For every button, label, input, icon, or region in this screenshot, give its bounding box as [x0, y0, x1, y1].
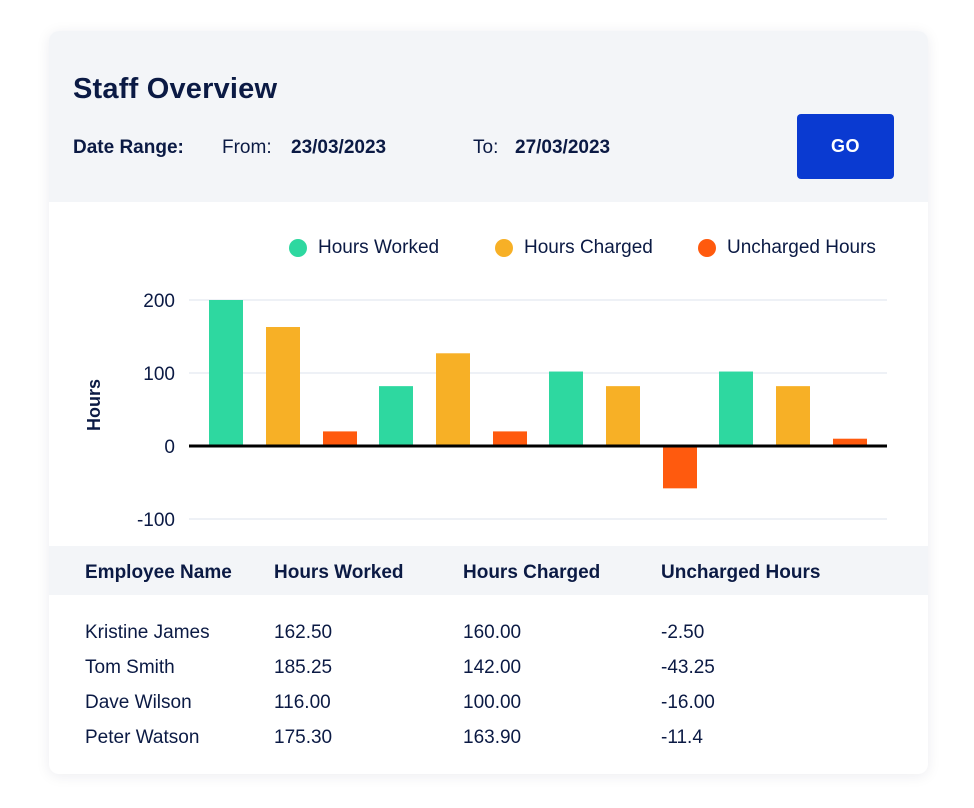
y-tick-label: 200: [143, 291, 175, 312]
bar-hours-charged: [606, 386, 640, 446]
legend-label-hours-charged: Hours Charged: [524, 237, 653, 258]
legend-label-uncharged-hours: Uncharged Hours: [727, 237, 876, 258]
bar-hours-charged: [436, 353, 470, 446]
y-tick-label: -100: [137, 510, 175, 531]
date-range-label: Date Range:: [73, 137, 184, 158]
cell-employee-name: Tom Smith: [85, 657, 175, 678]
cell-hours-charged: 163.90: [463, 727, 522, 748]
legend-dot-hours-worked: [289, 239, 307, 257]
column-header-employee-name: Employee Name: [85, 562, 232, 583]
y-axis-label: Hours: [84, 379, 104, 431]
cell-employee-name: Kristine James: [85, 622, 210, 643]
filter-header: Staff Overview Date Range: From: 23/03/2…: [49, 31, 928, 202]
chart-legend: Hours Worked Hours Charged Uncharged Hou…: [49, 236, 928, 260]
legend-item-hours-charged: Hours Charged: [495, 236, 653, 260]
column-header-uncharged-hours: Uncharged Hours: [661, 562, 821, 583]
cell-hours-worked: 175.30: [274, 727, 333, 748]
cell-uncharged-hours: -16.00: [661, 692, 715, 713]
bar-uncharged-hours: [323, 431, 357, 446]
staff-overview-card: Staff Overview Date Range: From: 23/03/2…: [49, 31, 928, 774]
bar-uncharged-hours: [833, 438, 867, 446]
table-body: Kristine James 162.50 160.00 -2.50 Tom S…: [49, 595, 928, 774]
bar-uncharged-hours: [493, 431, 527, 446]
bar-hours-charged: [266, 327, 300, 446]
legend-item-uncharged-hours: Uncharged Hours: [698, 236, 876, 260]
legend-item-hours-worked: Hours Worked: [289, 236, 439, 260]
legend-dot-hours-charged: [495, 239, 513, 257]
from-label: From:: [222, 137, 272, 158]
cell-employee-name: Dave Wilson: [85, 692, 192, 713]
legend-label-hours-worked: Hours Worked: [318, 237, 440, 258]
table-row: Dave Wilson 116.00 100.00 -16.00: [49, 684, 928, 719]
page-title: Staff Overview: [73, 73, 278, 105]
legend-dot-uncharged-hours: [698, 239, 716, 257]
cell-uncharged-hours: -2.50: [661, 622, 705, 643]
cell-employee-name: Peter Watson: [85, 727, 200, 748]
y-tick-label: 0: [164, 437, 175, 458]
cell-hours-charged: 142.00: [463, 657, 522, 678]
table-row: Tom Smith 185.25 142.00 -43.25: [49, 649, 928, 684]
to-label: To:: [473, 137, 499, 158]
column-header-hours-worked: Hours Worked: [274, 562, 404, 583]
go-button[interactable]: GO: [797, 114, 894, 179]
hours-bar-chart: 200 100 0 -100 Hours: [84, 291, 887, 531]
hours-chart: 200 100 0 -100 Hours Hours Worked Hours Char…: [49, 202, 928, 546]
table-row: Kristine James 162.50 160.00 -2.50: [49, 614, 928, 649]
bar-hours-worked: [549, 371, 583, 446]
to-date-field[interactable]: 27/03/2023: [515, 137, 611, 158]
table-header: Employee Name Hours Worked Hours Charged…: [49, 546, 928, 595]
bar-uncharged-hours: [663, 446, 697, 489]
cell-hours-worked: 185.25: [274, 657, 333, 678]
bar-hours-worked: [379, 386, 413, 446]
table-row: Peter Watson 175.30 163.90 -11.4: [49, 719, 928, 754]
column-header-hours-charged: Hours Charged: [463, 562, 601, 583]
cell-hours-charged: 160.00: [463, 622, 522, 643]
cell-hours-worked: 162.50: [274, 622, 333, 643]
cell-uncharged-hours: -11.4: [661, 727, 703, 748]
y-tick-label: 100: [143, 364, 175, 385]
bar-hours-charged: [776, 386, 810, 446]
bar-hours-worked: [719, 371, 753, 446]
cell-hours-worked: 116.00: [274, 692, 331, 713]
cell-uncharged-hours: -43.25: [661, 657, 715, 678]
cell-hours-charged: 100.00: [463, 692, 522, 713]
bar-hours-worked: [209, 300, 243, 446]
from-date-field[interactable]: 23/03/2023: [291, 137, 387, 158]
